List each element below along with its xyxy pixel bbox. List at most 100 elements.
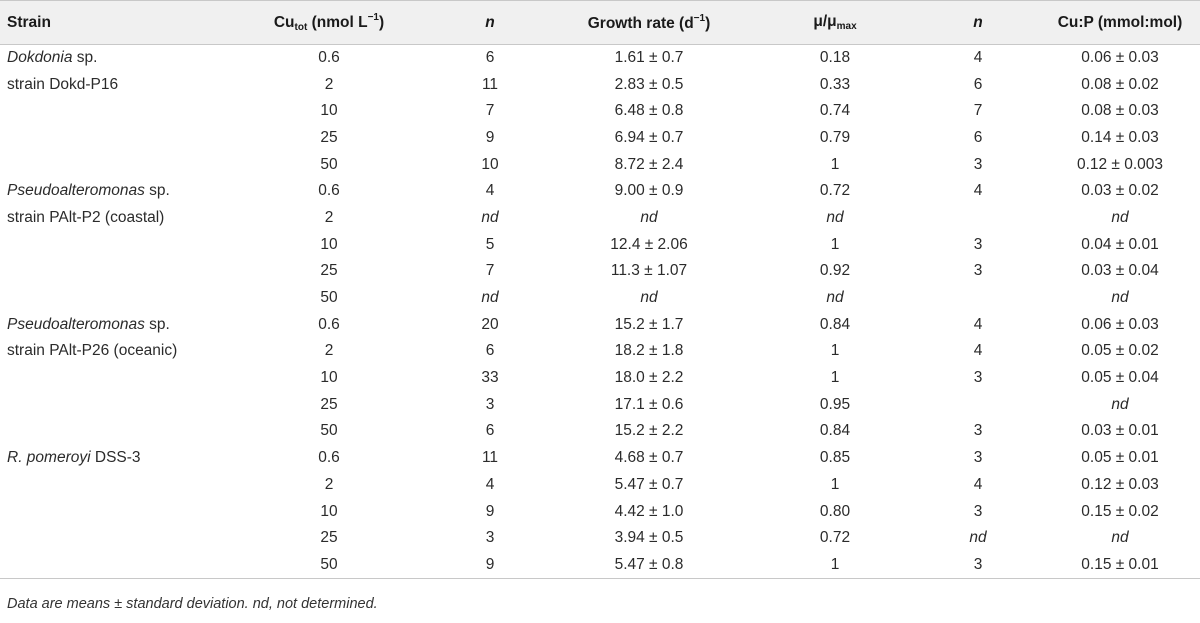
cell-n-growth: 10 xyxy=(481,155,499,173)
cell-strain: Dokdonia sp. xyxy=(0,45,222,72)
cell-growth-rate: 15.2 ± 2.2 xyxy=(614,422,684,440)
strain-name-rest: strain PAlt-P26 (oceanic) xyxy=(7,342,178,360)
header-n-cup: n xyxy=(916,0,1040,45)
cell-n-cup xyxy=(916,205,1040,232)
cell-n-cup: 7 xyxy=(973,102,983,120)
cell-n-growth: 9 xyxy=(436,551,544,579)
header-cu-tot: Cutot (nmol L−1) xyxy=(222,0,436,45)
cell-cu-tot: 10 xyxy=(320,369,338,387)
cell-cu-p: nd xyxy=(1111,529,1129,547)
cell-n-cup: 4 xyxy=(973,315,983,333)
cell-cu-p: 0.05 ± 0.04 xyxy=(1081,369,1159,387)
cell-cu-p: 0.12 ± 0.003 xyxy=(1076,155,1164,173)
cell-growth-rate: 5.47 ± 0.7 xyxy=(614,475,684,493)
table-row: 50 9 5.47 ± 0.8 1 3 0.15 ± 0.01 xyxy=(0,551,1200,579)
cell-n-growth: 11 xyxy=(481,75,499,93)
cell-n-growth: nd xyxy=(481,289,499,307)
cell-n-growth: 6 xyxy=(485,422,495,440)
cell-n-growth: 9 xyxy=(485,502,495,520)
cell-cu-tot: 0.6 xyxy=(318,449,340,467)
cell-cu-p: 0.03 ± 0.01 xyxy=(1081,422,1159,440)
cell-cu-tot: 2 xyxy=(324,342,334,360)
cell-growth-rate: 17.1 ± 0.6 xyxy=(614,395,684,413)
cell-cu-tot: 10 xyxy=(320,502,338,520)
cell-n-cup xyxy=(916,391,1040,418)
header-cu-p: Cu:P (mmol:mol) xyxy=(1040,0,1200,45)
cell-cu-tot: 2 xyxy=(324,75,334,93)
table-row: 50 10 8.72 ± 2.4 1 3 0.12 ± 0.003 xyxy=(0,151,1200,178)
table-row: 10 5 12.4 ± 2.06 1 3 0.04 ± 0.01 xyxy=(0,231,1200,258)
cell-strain: Pseudoalteromonas sp. xyxy=(0,311,222,338)
cell-n-growth: 20 xyxy=(481,315,499,333)
cell-n-growth: 9 xyxy=(485,128,495,146)
cell-strain: strain Dokd-P16 xyxy=(0,71,222,98)
header-cu-unit-pre: (nmol L xyxy=(307,14,368,31)
header-cu-base: Cu xyxy=(273,14,295,31)
cell-cu-p: nd xyxy=(1111,395,1129,413)
header-growth-rate: Growth rate (d−1) xyxy=(544,0,754,45)
cell-cu-p: 0.03 ± 0.04 xyxy=(1081,262,1159,280)
cell-growth-rate: 3.94 ± 0.5 xyxy=(614,529,684,547)
cell-cu-tot: 25 xyxy=(320,128,338,146)
cell-mu-ratio: 0.33 xyxy=(819,75,851,93)
header-cu-unit-sup: −1 xyxy=(367,12,379,23)
data-table: Strain Cutot (nmol L−1) n Growth rate (d… xyxy=(0,0,1200,579)
cell-cu-tot: 50 xyxy=(320,422,338,440)
cell-cu-p: 0.05 ± 0.01 xyxy=(1081,449,1159,467)
header-row: Strain Cutot (nmol L−1) n Growth rate (d… xyxy=(0,0,1200,45)
table-row: strain Dokd-P16 2 11 2.83 ± 0.5 0.33 6 0.08 ± … xyxy=(0,71,1200,98)
cell-n-cup: 3 xyxy=(973,449,983,467)
cell-strain: Pseudoalteromonas sp. xyxy=(0,178,222,205)
cell-growth-rate: 12.4 ± 2.06 xyxy=(610,235,688,253)
table-header: Strain Cutot (nmol L−1) n Growth rate (d… xyxy=(0,0,1200,45)
cell-strain xyxy=(0,472,222,499)
cell-growth-rate: 5.47 ± 0.8 xyxy=(544,551,754,579)
cell-cu-p: 0.12 ± 0.03 xyxy=(1081,475,1159,493)
strain-name-italic: Pseudoalteromonas xyxy=(7,315,145,333)
cell-growth-rate: nd xyxy=(640,289,658,307)
cell-cu-tot: 50 xyxy=(320,155,338,173)
cell-growth-rate: nd xyxy=(640,208,658,226)
cell-strain xyxy=(0,98,222,125)
cell-growth-rate: 1.61 ± 0.7 xyxy=(614,49,684,67)
cell-mu-ratio: 0.74 xyxy=(819,102,851,120)
table-row: 10 7 6.48 ± 0.8 0.74 7 0.08 ± 0.03 xyxy=(0,98,1200,125)
cell-cu-p: nd xyxy=(1111,208,1129,226)
table-footnote: Data are means ± standard deviation. nd,… xyxy=(7,596,378,612)
cell-n-growth: 7 xyxy=(485,102,495,120)
cell-mu-ratio: 1 xyxy=(830,342,840,360)
cell-growth-rate: 6.48 ± 0.8 xyxy=(614,102,684,120)
strain-name-italic: Dokdonia xyxy=(7,49,73,67)
cell-mu-ratio: 1 xyxy=(830,155,840,173)
cell-strain: strain PAlt-P26 (oceanic) xyxy=(0,338,222,365)
header-mu-ratio: μ/μmax xyxy=(754,0,916,45)
table-body: Dokdonia sp. 0.6 6 1.61 ± 0.7 0.18 4 0.06 ± 0.… xyxy=(0,45,1200,579)
table-row: strain PAlt-P2 (coastal) 2 nd nd nd nd xyxy=(0,205,1200,232)
cell-n-growth: 11 xyxy=(481,449,499,467)
cell-cu-tot: 0.6 xyxy=(318,315,340,333)
table-row: R. pomeroyi DSS-3 0.6 11 4.68 ± 0.7 0.85 3 0.0… xyxy=(0,445,1200,472)
cell-n-cup: 3 xyxy=(973,369,983,387)
cell-mu-ratio: 0.92 xyxy=(819,262,851,280)
cell-n-cup: 4 xyxy=(973,182,983,200)
cell-growth-rate: 18.0 ± 2.2 xyxy=(614,369,684,387)
cell-strain: strain PAlt-P2 (coastal) xyxy=(0,205,222,232)
cell-mu-ratio: 0.85 xyxy=(819,449,851,467)
cell-strain xyxy=(0,525,222,552)
table-row: Dokdonia sp. 0.6 6 1.61 ± 0.7 0.18 4 0.06 ± 0.… xyxy=(0,45,1200,72)
cell-n-growth: 3 xyxy=(485,529,495,547)
cell-n-cup: 3 xyxy=(916,551,1040,579)
strain-name-rest: strain PAlt-P2 (coastal) xyxy=(7,208,165,226)
cell-cu-p: nd xyxy=(1111,289,1129,307)
cell-strain xyxy=(0,258,222,285)
cell-cu-tot: 2 xyxy=(324,208,334,226)
cell-strain xyxy=(0,125,222,152)
header-growth-sup: −1 xyxy=(693,12,706,24)
table-row: 25 3 3.94 ± 0.5 0.72 nd nd xyxy=(0,525,1200,552)
cell-growth-rate: 2.83 ± 0.5 xyxy=(614,75,684,93)
cell-cu-p: 0.15 ± 0.01 xyxy=(1040,551,1200,579)
cell-mu-ratio: 1 xyxy=(830,235,840,253)
cell-n-growth: 4 xyxy=(485,182,495,200)
strain-name-rest: strain Dokd-P16 xyxy=(7,75,119,93)
